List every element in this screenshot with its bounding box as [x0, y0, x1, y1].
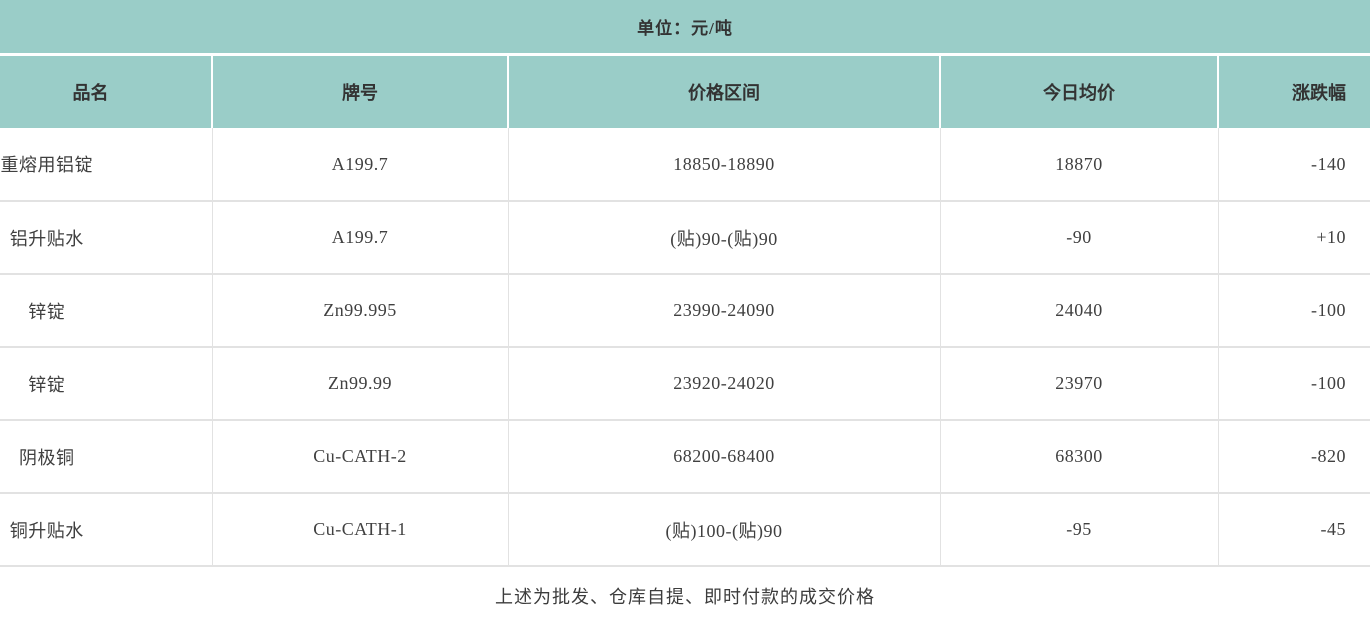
cell-name: 阴极铜	[0, 420, 212, 494]
header-row: 品名 牌号 价格区间 今日均价 涨跌幅	[0, 56, 1370, 128]
footer-note-text: 上述为批发、仓库自提、即时付款的成交价格	[495, 587, 875, 607]
price-table-body: 重熔用铝锭 A199.7 18850-18890 18870 -140 铝升贴水 A199.…	[0, 128, 1370, 567]
table-row: 阴极铜 Cu-CATH-2 68200-68400 68300 -820	[0, 420, 1370, 494]
table-row: 铝升贴水 A199.7 (贴)90-(贴)90 -90 +10	[0, 201, 1370, 275]
cell-grade: Zn99.995	[211, 274, 508, 348]
cell-avg: 24040	[939, 274, 1218, 348]
table-row: 铜升贴水 Cu-CATH-1 (贴)100-(贴)90 -95 -45	[0, 493, 1370, 567]
cell-avg: -95	[939, 493, 1218, 567]
table-row: 锌锭 Zn99.99 23920-24020 23970 -100	[0, 347, 1370, 421]
cell-range: 23920-24020	[507, 347, 940, 421]
cell-range: (贴)100-(贴)90	[507, 493, 940, 567]
column-header-name: 品名	[0, 56, 212, 128]
cell-grade: Cu-CATH-2	[211, 420, 508, 494]
cell-change: -100	[1217, 274, 1370, 348]
column-header-range: 价格区间	[507, 56, 940, 128]
cell-change: +10	[1217, 201, 1370, 275]
unit-banner-label: 单位：元/吨	[637, 19, 733, 38]
cell-range: (贴)90-(贴)90	[507, 201, 940, 275]
cell-grade: A199.7	[211, 201, 508, 275]
cell-avg: 68300	[939, 420, 1218, 494]
cell-avg: -90	[939, 201, 1218, 275]
cell-grade: Zn99.99	[211, 347, 508, 421]
cell-change: -45	[1217, 493, 1370, 567]
footer-note: 上述为批发、仓库自提、即时付款的成交价格	[0, 567, 1370, 625]
cell-name: 铜升贴水	[0, 493, 212, 567]
cell-change: -140	[1217, 128, 1370, 202]
cell-range: 68200-68400	[507, 420, 940, 494]
cell-range: 23990-24090	[507, 274, 940, 348]
cell-change: -820	[1217, 420, 1370, 494]
cell-range: 18850-18890	[507, 128, 940, 202]
price-table: 品名 牌号 价格区间 今日均价 涨跌幅 重熔用铝锭 A199.7 18850-188…	[0, 56, 1370, 567]
cell-name: 锌锭	[0, 347, 212, 421]
column-header-avg: 今日均价	[939, 56, 1218, 128]
column-header-change: 涨跌幅	[1217, 56, 1370, 128]
cell-grade: A199.7	[211, 128, 508, 202]
cell-name: 锌锭	[0, 274, 212, 348]
cell-grade: Cu-CATH-1	[211, 493, 508, 567]
price-table-header: 品名 牌号 价格区间 今日均价 涨跌幅	[0, 56, 1370, 128]
cell-name: 铝升贴水	[0, 201, 212, 275]
column-header-grade: 牌号	[211, 56, 508, 128]
unit-banner: 单位：元/吨	[0, 0, 1370, 53]
cell-change: -100	[1217, 347, 1370, 421]
table-row: 重熔用铝锭 A199.7 18850-18890 18870 -140	[0, 128, 1370, 202]
cell-avg: 18870	[939, 128, 1218, 202]
table-row: 锌锭 Zn99.995 23990-24090 24040 -100	[0, 274, 1370, 348]
cell-name: 重熔用铝锭	[0, 128, 212, 202]
cell-avg: 23970	[939, 347, 1218, 421]
